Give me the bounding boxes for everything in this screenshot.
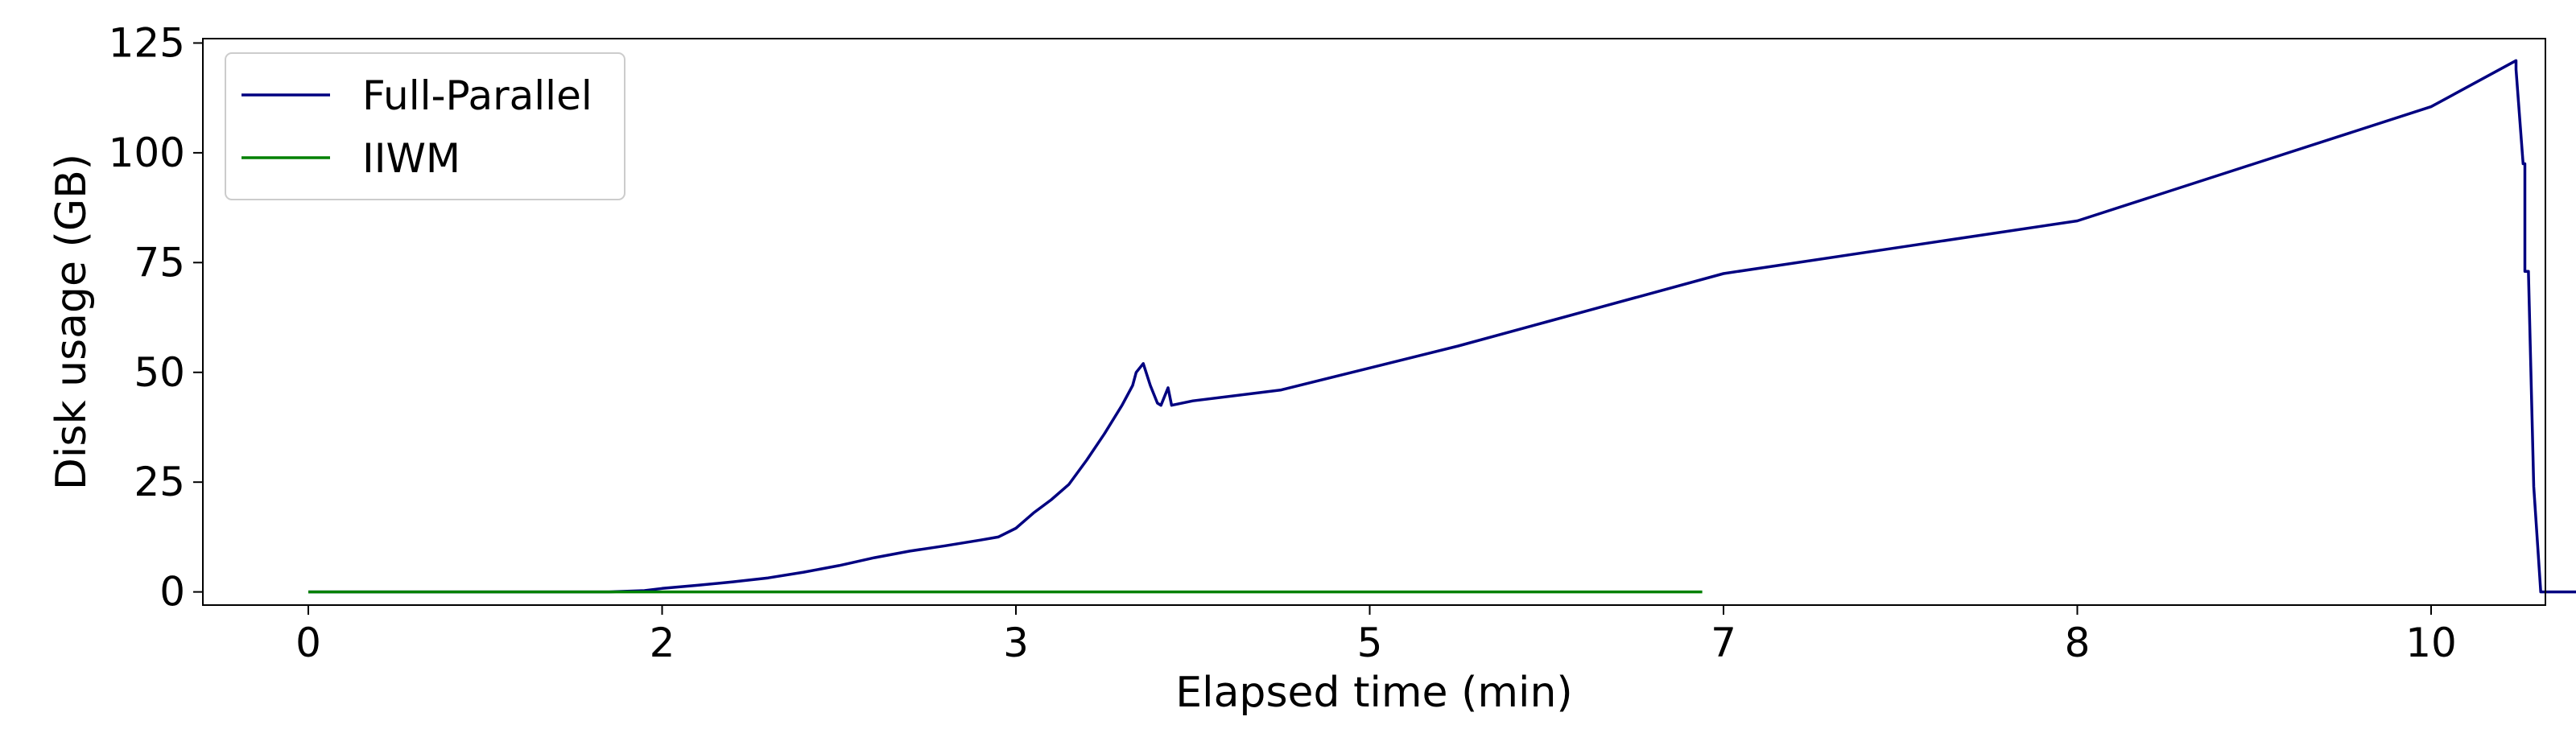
x-tick-label: 5 <box>1357 620 1383 666</box>
x-tick-label: 10 <box>2405 620 2457 666</box>
y-axis-title: Disk usage (GB) <box>47 154 96 490</box>
y-axis: 0 25 50 75 100 125 <box>109 19 203 616</box>
y-tick-label: 25 <box>134 459 185 505</box>
x-axis: 0 2 3 5 7 8 10 <box>295 605 2457 666</box>
x-tick-label: 0 <box>295 620 321 666</box>
y-tick-label: 0 <box>159 569 185 616</box>
legend-label-full-parallel: Full-Parallel <box>362 72 592 119</box>
y-tick-label: 50 <box>134 349 185 396</box>
x-tick-label: 3 <box>1003 620 1029 666</box>
y-tick-label: 100 <box>109 130 185 176</box>
legend-label-iiwm: IIWM <box>362 135 460 182</box>
x-tick-label: 7 <box>1711 620 1736 666</box>
y-tick-label: 125 <box>109 19 185 66</box>
legend: Full-Parallel IIWM <box>225 52 625 200</box>
plot-frame <box>202 38 2546 606</box>
x-tick-label: 2 <box>650 620 675 666</box>
legend-box <box>225 52 625 200</box>
x-axis-title: Elapsed time (min) <box>1175 669 1572 717</box>
y-tick-label: 75 <box>134 239 185 286</box>
x-tick-label: 8 <box>2065 620 2091 666</box>
series-line-full-parallel <box>308 59 2576 594</box>
plot-lines <box>308 59 2576 594</box>
